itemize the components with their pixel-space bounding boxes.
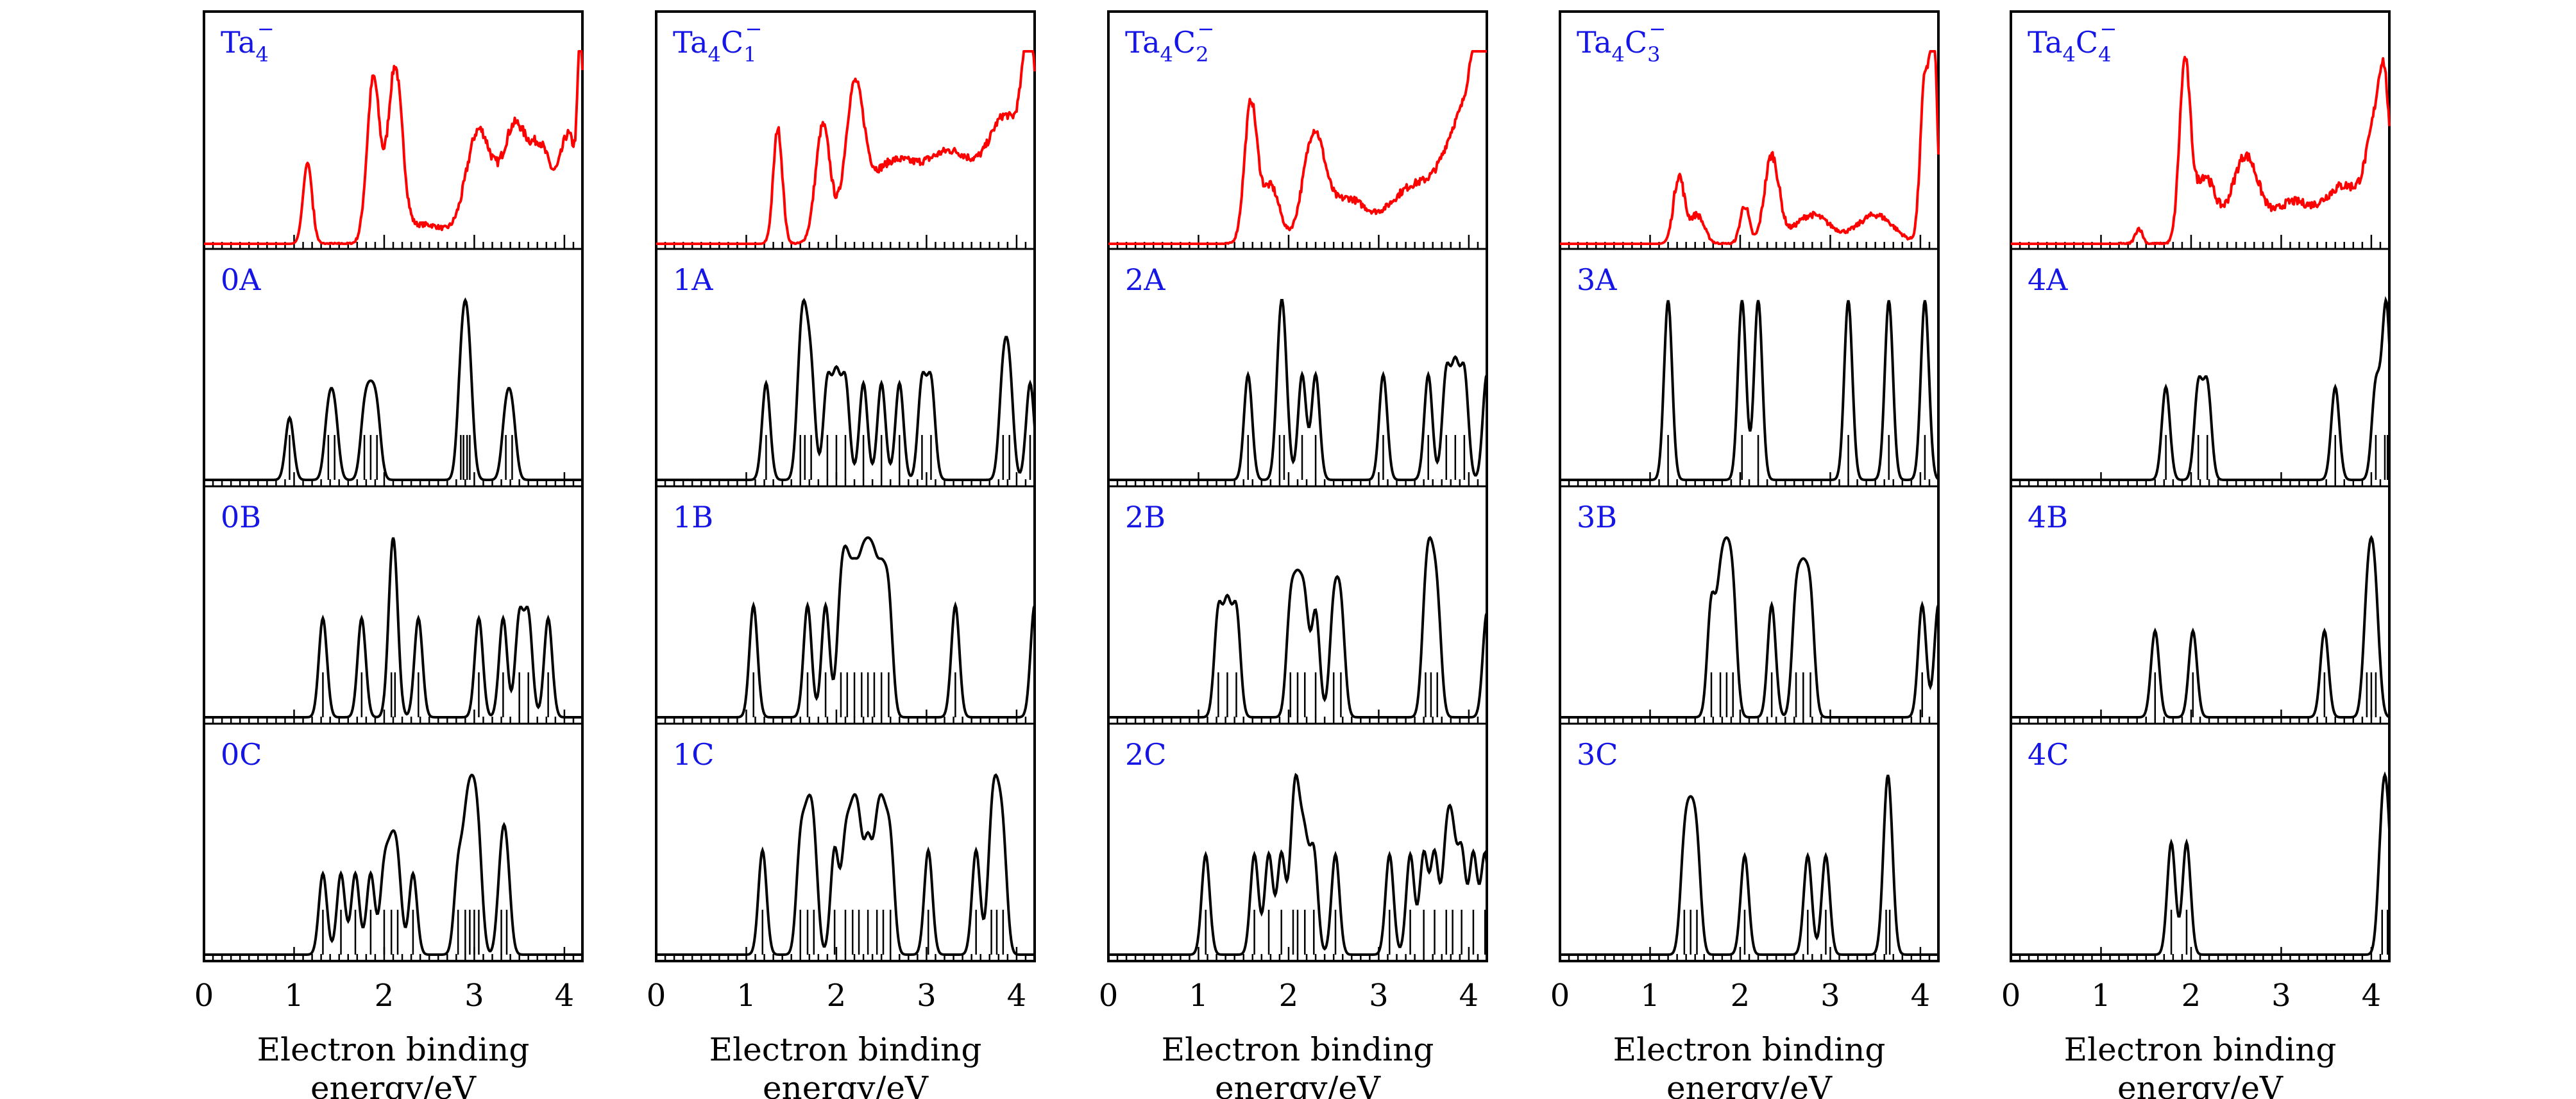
experiment-label: Ta4− <box>221 17 275 67</box>
simulated-spectrum-2B <box>1108 536 1488 719</box>
x-tick-label: 2 <box>1731 978 1750 1014</box>
x-tick-label: 2 <box>1279 978 1299 1014</box>
simulated-spectrum-4A <box>2011 296 2391 481</box>
isomer-label: 1A <box>673 262 713 297</box>
x-axis-label-line1: Electron binding <box>709 1031 982 1068</box>
x-tick-label: 3 <box>1369 978 1389 1014</box>
x-tick-label: 1 <box>284 978 304 1014</box>
x-tick-label: 2 <box>2182 978 2201 1014</box>
simulated-spectrum-2C <box>1108 772 1488 956</box>
isomer-label: 0C <box>221 737 262 772</box>
simulated-spectrum-3A <box>1560 300 1940 481</box>
x-tick-label: 4 <box>1911 978 1931 1014</box>
x-tick-label: 3 <box>917 978 936 1014</box>
x-tick-label: 0 <box>1099 978 1119 1014</box>
experiment-spectrum <box>656 50 1036 245</box>
x-tick-label: 0 <box>1550 978 1570 1014</box>
isomer-label: 2B <box>1125 500 1165 534</box>
panel-Ta4C1-: Ta4C1− 1A 1B 1C 0 1 2 3 4 Electron bindingenergy/… <box>647 10 1036 1099</box>
x-tick-label: 4 <box>1459 978 1479 1014</box>
experiment-spectrum <box>203 50 584 245</box>
x-axis-label-line2: energy/eV <box>1666 1069 1833 1099</box>
isomer-label: 1C <box>673 737 714 772</box>
x-tick-label: 1 <box>2091 978 2111 1014</box>
simulated-spectrum-3B <box>1560 536 1940 719</box>
x-tick-label: 1 <box>1640 978 1660 1014</box>
x-axis-label-line2: energy/eV <box>2117 1069 2284 1099</box>
x-tick-label: 4 <box>1007 978 1027 1014</box>
simulated-spectrum-0A <box>204 297 582 481</box>
experiment-label: Ta4C4− <box>2028 17 2117 67</box>
experiment-spectrum <box>1559 50 1940 245</box>
x-tick-label: 1 <box>1189 978 1208 1014</box>
experiment-label: Ta4C1− <box>673 17 762 67</box>
x-axis-label-line1: Electron binding <box>1613 1031 1886 1068</box>
simulated-spectrum-1A <box>656 298 1036 482</box>
x-tick-label: 3 <box>1820 978 1840 1014</box>
x-tick-label: 0 <box>647 978 666 1014</box>
x-tick-label: 3 <box>464 978 484 1014</box>
isomer-label: 3C <box>1577 737 1618 772</box>
x-axis-label-line1: Electron binding <box>1162 1031 1434 1068</box>
isomer-label: 4B <box>2028 500 2068 534</box>
panel-Ta4C4-: Ta4C4− 4A 4B 4C 0 1 2 3 4 Electron bindingenergy/… <box>2001 10 2391 1099</box>
x-tick-label: 2 <box>827 978 847 1014</box>
experiment-label: Ta4C3− <box>1577 17 1666 67</box>
simulated-spectrum-4C <box>2011 771 2391 956</box>
isomer-label: 2C <box>1125 737 1166 772</box>
isomer-label: 2A <box>1125 262 1165 297</box>
isomer-label: 0B <box>221 500 261 534</box>
simulated-spectrum-3C <box>1560 774 1938 956</box>
x-axis-label-line1: Electron binding <box>257 1031 530 1068</box>
isomer-label: 0A <box>221 262 261 297</box>
isomer-label: 4A <box>2028 262 2068 297</box>
panel-Ta4C3-: Ta4C3− 3A 3B 3C 0 1 2 3 4 Electron bindingenergy/… <box>1550 10 1940 1099</box>
simulated-spectrum-2A <box>1108 299 1488 481</box>
experiment-spectrum <box>1108 50 1487 245</box>
simulated-spectrum-1B <box>656 536 1036 719</box>
x-axis-label-line2: energy/eV <box>310 1069 477 1099</box>
x-axis-label-line2: energy/eV <box>1215 1069 1381 1099</box>
isomer-label: 3B <box>1577 500 1617 534</box>
experiment-spectrum <box>2010 56 2391 245</box>
x-axis-label-line2: energy/eV <box>763 1069 929 1099</box>
simulated-spectrum-0C <box>204 773 582 956</box>
panel-Ta4C2-: Ta4C2− 2A 2B 2C 0 1 2 3 4 Electron bindingenergy/… <box>1099 10 1488 1099</box>
isomer-label: 4C <box>2028 737 2069 772</box>
simulated-spectrum-1C <box>656 773 1035 956</box>
x-tick-label: 3 <box>2271 978 2291 1014</box>
x-tick-label: 0 <box>2001 978 2021 1014</box>
x-axis-label-line1: Electron binding <box>2064 1031 2337 1068</box>
simulated-spectrum-4B <box>2011 534 2390 719</box>
experiment-label: Ta4C2− <box>1125 17 1214 67</box>
isomer-label: 1B <box>673 500 713 534</box>
x-tick-label: 4 <box>2362 978 2382 1014</box>
isomer-label: 3A <box>1577 262 1617 297</box>
simulated-spectrum-0B <box>204 537 582 719</box>
x-tick-label: 0 <box>194 978 214 1014</box>
x-tick-label: 2 <box>375 978 394 1014</box>
x-tick-label: 1 <box>736 978 756 1014</box>
x-tick-label: 4 <box>555 978 575 1014</box>
